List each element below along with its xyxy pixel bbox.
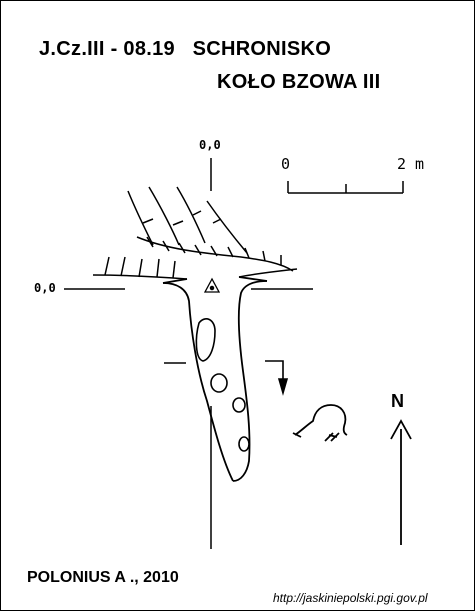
scale-end-label: 2 m	[397, 155, 425, 173]
cave-code: J.Cz.III - 08.19	[39, 38, 175, 60]
rock-block-4	[238, 436, 250, 452]
coordinate-label-left: 0,0	[34, 281, 56, 295]
author-credit: POLONIUS A ., 2010	[27, 569, 179, 586]
rock-block-1	[195, 318, 216, 362]
entrance-ground-line	[92, 256, 298, 280]
survey-station-icon	[203, 277, 221, 293]
scale-start-label: 0	[281, 155, 291, 173]
north-arrow-icon	[390, 419, 412, 545]
scale-bar	[287, 181, 404, 194]
coordinate-label-top: 0,0	[199, 138, 221, 152]
drip-line	[136, 236, 294, 272]
cave-title-line1: J.Cz.III - 08.19 SCHRONISKO	[39, 38, 331, 61]
rock-block-2	[210, 373, 228, 393]
cave-name-line2: KOŁO BZOWA III	[217, 71, 381, 93]
cross-section-profile	[292, 404, 348, 442]
north-label: N	[391, 391, 404, 411]
cave-blocks	[195, 318, 250, 452]
rock-block-3	[232, 397, 246, 413]
source-url: http://jaskiniepolski.pgi.gov.pl	[273, 591, 428, 605]
slope-hatching	[127, 186, 248, 254]
cave-name-line1: SCHRONISKO	[192, 38, 332, 60]
cave-outline	[162, 276, 268, 482]
section-arrow-icon	[265, 360, 289, 396]
reference-axes	[64, 158, 313, 549]
